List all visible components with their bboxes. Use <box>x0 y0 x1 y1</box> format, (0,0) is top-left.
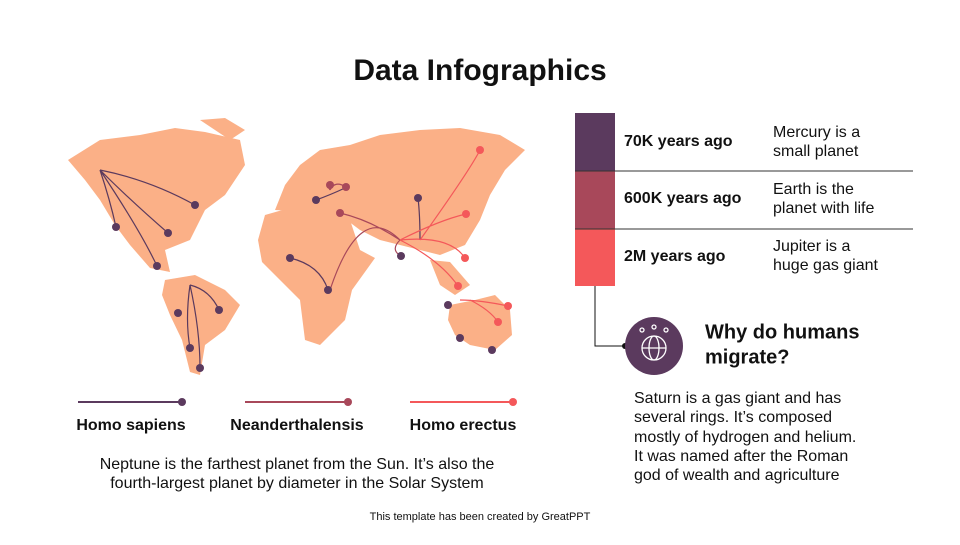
legend-label: Neanderthalensis <box>230 417 363 434</box>
caption: Neptune is the farthest planet from the … <box>100 456 495 473</box>
description: small planet <box>773 143 859 160</box>
time: 70K years ago <box>624 133 733 150</box>
question-title: migrate? <box>705 346 789 368</box>
question-title: Why do humans <box>705 321 859 343</box>
body-text: mostly of hydrogen and helium. <box>634 429 856 446</box>
footer: This template has been created by GreatP… <box>370 511 591 523</box>
legend: Homo sapiens Neanderthalensis Homo erect… <box>76 398 517 434</box>
time: 2M years ago <box>624 248 726 265</box>
migration-routes <box>99 146 512 372</box>
body-text: several rings. It’s composed <box>634 409 832 426</box>
body-text: Saturn is a gas giant and has <box>634 390 841 407</box>
description: planet with life <box>773 200 874 217</box>
description: Mercury is a <box>773 124 860 141</box>
world-map <box>68 118 525 375</box>
question: Why do humans migrate? Saturn is a gas g… <box>594 286 859 484</box>
description: Jupiter is a <box>773 238 850 255</box>
legend-label: Homo sapiens <box>76 417 185 434</box>
time: 600K years ago <box>624 190 742 207</box>
title: Data Infographics <box>353 54 606 87</box>
description: huge gas giant <box>773 257 879 274</box>
caption: fourth-largest planet by diameter in the… <box>110 475 484 492</box>
body-text: It was named after the Roman <box>634 448 848 465</box>
legend-label: Homo erectus <box>410 417 517 434</box>
body-text: god of wealth and agriculture <box>634 467 840 484</box>
description: Earth is the <box>773 181 854 198</box>
timeline: 70K years ago Mercury is a small planet … <box>575 113 913 286</box>
